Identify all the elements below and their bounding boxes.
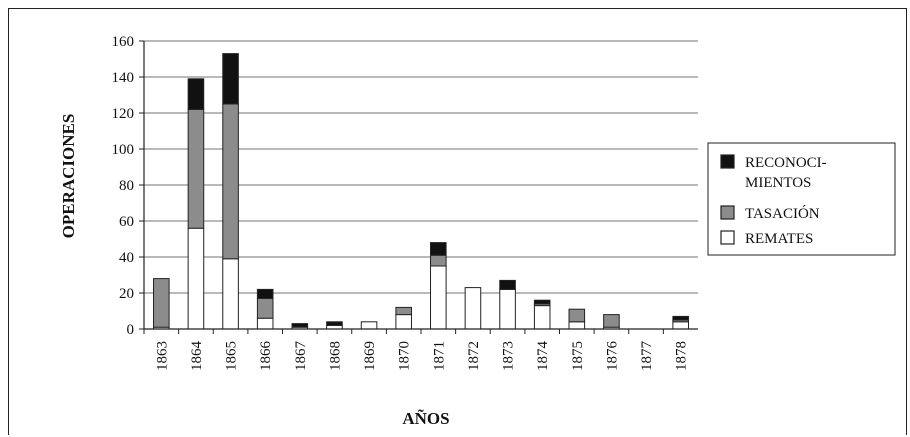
bars	[153, 53, 689, 330]
y-tick-label: 40	[119, 250, 134, 266]
legend-label: TASACIÓN	[745, 205, 820, 222]
bar-segment	[430, 254, 447, 267]
bar-segment	[256, 288, 274, 299]
bar-segment	[672, 321, 689, 330]
bar-segment	[256, 317, 274, 330]
x-tick-label: 1865	[224, 341, 240, 371]
x-tick-label: 1869	[362, 341, 378, 371]
y-tick-label: 80	[119, 178, 134, 194]
legend-label-line2: MIENTOS	[745, 175, 811, 191]
bar-segment	[291, 323, 309, 328]
bar-segment	[533, 305, 551, 330]
y-tick-label: 120	[112, 106, 135, 122]
legend-swatch	[720, 154, 735, 169]
bar-segment	[187, 227, 205, 330]
legend-label: REMATES	[745, 231, 813, 247]
x-tick-label: 1873	[501, 341, 517, 371]
legend-box	[707, 142, 896, 256]
legend-swatch	[720, 205, 735, 220]
bar-segment	[360, 321, 378, 330]
bar-segment	[222, 103, 239, 260]
bar-segment	[256, 297, 274, 319]
bar-segment	[533, 299, 551, 305]
axes	[143, 41, 698, 330]
bar-segment	[326, 321, 343, 326]
bar-segment	[603, 314, 620, 328]
y-tick-label: 60	[119, 214, 134, 230]
x-tick-label: 1868	[327, 341, 343, 371]
bar-segment	[568, 308, 586, 323]
x-tick-labels: 1863 1864 1865 1866 1867 1868 1869 1870 1871 1872…	[154, 341, 689, 372]
legend-swatch	[720, 230, 735, 245]
x-tick-label: 1875	[570, 341, 586, 371]
legend: RECONOCI- MIENTOS TASACIÓN REMATES	[707, 142, 896, 256]
x-tick-label: 1864	[189, 341, 205, 372]
bar-segment	[222, 258, 239, 330]
bar-segment	[395, 314, 412, 330]
bar-segment	[568, 321, 586, 330]
x-tick-label: 1874	[535, 341, 551, 372]
bar-segment	[187, 78, 205, 110]
x-tick-label: 1871	[431, 341, 447, 371]
x-tick-label: 1870	[397, 341, 413, 371]
bar-segment	[395, 306, 412, 316]
x-tick-label: 1872	[466, 341, 482, 371]
x-axis-title: AÑOS	[402, 409, 449, 428]
bar-segment	[222, 53, 239, 105]
chart-frame	[8, 8, 907, 435]
bar-segment	[153, 278, 170, 328]
y-tick-label: 160	[112, 34, 135, 50]
y-tick-label: 20	[119, 286, 134, 302]
x-tick-label: 1863	[154, 341, 170, 371]
bar-segment	[187, 108, 205, 229]
bar-segment	[430, 242, 447, 256]
y-tick-label: 140	[112, 70, 135, 86]
x-tick-label: 1867	[293, 341, 309, 372]
legend-label: RECONOCI-	[745, 155, 827, 171]
y-tick-label: 100	[112, 142, 135, 158]
bar-segment	[499, 279, 516, 290]
bar-segment	[464, 287, 482, 330]
x-tick-label: 1877	[639, 341, 655, 372]
y-tick-label: 0	[127, 322, 135, 338]
y-tick-labels: 0 20 40 60 80 100 120 140 160	[112, 34, 135, 338]
x-tick-label: 1866	[258, 341, 274, 372]
bar-segment	[499, 288, 516, 330]
bar-segment	[672, 315, 689, 321]
bar-segment	[430, 265, 447, 330]
x-tick-label: 1876	[604, 341, 620, 372]
x-tick-label: 1878	[674, 341, 690, 371]
y-axis-title: OPERACIONES	[59, 114, 78, 239]
